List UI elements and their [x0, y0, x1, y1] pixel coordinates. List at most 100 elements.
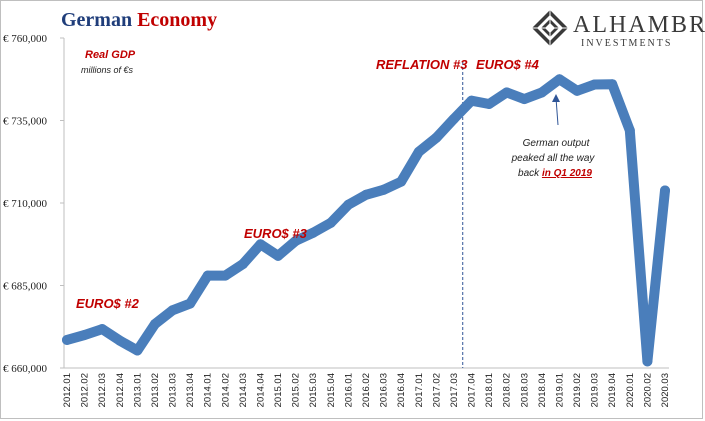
- data-point: [484, 99, 495, 109]
- x-tick-label: 2012.02: [80, 373, 91, 407]
- data-point: [554, 74, 565, 85]
- data-point: [413, 146, 424, 157]
- annotation-arrow-icon: [552, 94, 560, 102]
- x-tick-label: 2014.02: [220, 373, 231, 407]
- chart-subtitle-real-gdp: Real GDP: [85, 49, 136, 61]
- data-point: [589, 79, 600, 90]
- data-point: [255, 239, 266, 250]
- annotation-arrow-line: [555, 97, 559, 126]
- x-tick-label: 2012.04: [115, 373, 126, 407]
- x-tick-label: 2015.03: [308, 373, 319, 407]
- data-point: [114, 335, 125, 346]
- data-point: [149, 319, 160, 330]
- chart-subtitle-units: millions of €s: [81, 65, 134, 75]
- x-tick-label: 2017.03: [449, 373, 460, 407]
- brand-name: ALHAMBRA: [573, 12, 705, 38]
- data-point: [343, 199, 354, 210]
- data-point: [572, 85, 583, 96]
- y-tick-label: € 710,000: [3, 198, 48, 210]
- data-point: [79, 330, 90, 340]
- data-point: [607, 79, 618, 90]
- y-tick-label: € 685,000: [3, 281, 48, 293]
- x-tick-label: 2016.03: [379, 373, 390, 407]
- x-tick-label: 2020.03: [660, 373, 671, 407]
- x-tick-label: 2016.01: [343, 373, 354, 407]
- brand-logo: ALHAMBRA INVESTMENTS: [531, 9, 705, 51]
- data-point: [378, 184, 389, 195]
- annotation-note-prefix: back: [518, 168, 542, 179]
- annotation-euros-4: EURO$ #4: [476, 57, 540, 72]
- x-tick-label: 2016.04: [396, 373, 407, 407]
- y-tick-label: € 735,000: [3, 116, 48, 128]
- annotation-note-line3: back in Q1 2019: [518, 168, 592, 179]
- x-tick-label: 2017.01: [414, 373, 425, 407]
- data-point: [273, 250, 284, 261]
- y-tick-label: € 660,000: [3, 363, 48, 375]
- data-point: [624, 125, 635, 136]
- x-tick-label: 2013.03: [168, 373, 179, 407]
- x-axis: 2012.01 2012.02 2012.03 2012.04 2013.01 2013.…: [62, 367, 671, 407]
- data-point: [642, 356, 653, 367]
- data-point: [431, 132, 442, 143]
- x-tick-label: 2019.01: [554, 373, 565, 407]
- x-tick-label: 2012.03: [97, 373, 108, 407]
- y-axis: € 660,000 € 685,000 € 710,000 € 735,000 € 76…: [3, 33, 65, 375]
- data-point: [308, 227, 319, 238]
- series-line-real-gdp: [62, 74, 670, 367]
- x-tick-label: 2013.01: [132, 373, 143, 407]
- annotation-euros-3: EURO$ #3: [244, 226, 308, 241]
- data-point: [132, 345, 143, 356]
- x-tick-label: 2014.04: [255, 373, 266, 407]
- x-tick-label: 2020.02: [642, 373, 653, 407]
- x-tick-label: 2020.01: [625, 373, 636, 407]
- x-tick-label: 2014.03: [238, 373, 249, 407]
- x-tick-label: 2015.04: [326, 373, 337, 407]
- x-tick-label: 2013.04: [185, 373, 196, 407]
- data-points: [62, 74, 670, 367]
- x-tick-label: 2018.03: [519, 373, 530, 407]
- x-tick-label: 2012.01: [62, 373, 73, 407]
- y-tick-label: € 760,000: [3, 33, 48, 45]
- brand-subtitle: INVESTMENTS: [581, 38, 673, 49]
- x-tick-label: 2018.01: [484, 373, 495, 407]
- data-point: [448, 113, 459, 124]
- x-tick-label: 2017.02: [431, 373, 442, 407]
- data-point: [220, 270, 231, 281]
- data-point: [185, 298, 196, 309]
- data-point: [97, 324, 108, 335]
- x-tick-label: 2015.01: [273, 373, 284, 407]
- data-point: [519, 94, 530, 105]
- x-tick-label: 2013.02: [150, 373, 161, 407]
- chart-title: German Economy: [61, 9, 217, 32]
- data-point: [202, 270, 213, 281]
- data-point: [466, 95, 477, 106]
- x-tick-label: 2017.04: [467, 373, 478, 407]
- title-part-economy: Economy: [137, 9, 218, 31]
- x-tick-label: 2019.02: [572, 373, 583, 407]
- annotation-euros-2: EURO$ #2: [76, 296, 140, 311]
- data-point: [361, 189, 371, 200]
- annotation-reflation-3: REFLATION #3: [376, 57, 468, 72]
- data-point: [237, 259, 248, 270]
- x-tick-label: 2015.02: [291, 373, 302, 407]
- annotation-note-line1: German output: [523, 138, 591, 149]
- data-point: [167, 305, 178, 316]
- x-tick-label: 2019.03: [590, 373, 601, 407]
- annotation-note-line2: peaked all the way: [511, 153, 596, 164]
- x-tick-label: 2014.01: [203, 373, 214, 407]
- alhambra-emblem-icon: [532, 10, 568, 46]
- annotation-note-highlight: in Q1 2019: [542, 168, 592, 179]
- data-point: [660, 185, 670, 196]
- data-point: [62, 334, 72, 345]
- data-point: [396, 176, 407, 187]
- x-tick-label: 2018.04: [537, 373, 548, 407]
- x-tick-label: 2016.02: [361, 373, 372, 407]
- data-point: [536, 87, 547, 98]
- data-point: [290, 235, 301, 246]
- data-point: [325, 217, 336, 228]
- x-tick-label: 2018.02: [502, 373, 513, 407]
- x-tick-label: 2019.04: [607, 373, 618, 407]
- title-part-german: German: [61, 9, 133, 31]
